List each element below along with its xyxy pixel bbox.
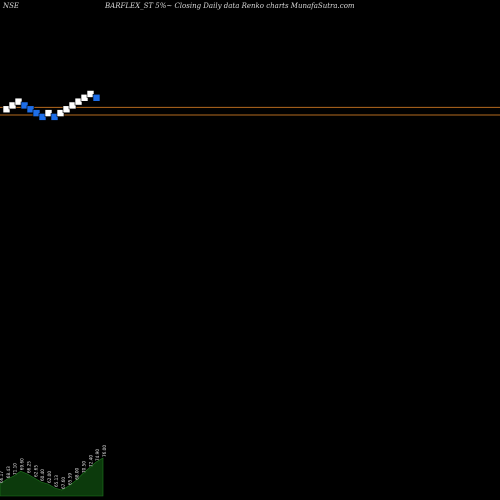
volume-label-3: 71.10 bbox=[13, 463, 18, 475]
exchange-label: NSE bbox=[3, 2, 20, 10]
renko-brick-6 bbox=[32, 109, 41, 117]
renko-brick-15 bbox=[86, 90, 95, 98]
volume-label-14: 72.40 bbox=[88, 455, 93, 467]
volume-label-6: 62.65 bbox=[33, 465, 38, 477]
renko-brick-3 bbox=[14, 97, 23, 106]
volume-label-10: 67.60 bbox=[61, 477, 66, 489]
volume-label-2: 68.43 bbox=[6, 466, 11, 478]
renko-brick-13 bbox=[74, 97, 83, 106]
volume-label-4: 69.60 bbox=[20, 458, 25, 470]
renko-brick-8 bbox=[44, 109, 53, 117]
volume-label-16: 76.00 bbox=[102, 445, 107, 457]
volume-label-13: 70.50 bbox=[81, 461, 86, 473]
renko-brick-2 bbox=[8, 101, 17, 110]
volume-label-7: 60.40 bbox=[40, 469, 45, 481]
volume-area bbox=[0, 457, 104, 497]
volume-label-12: 68.00 bbox=[75, 467, 80, 479]
renko-brick-7 bbox=[38, 113, 47, 121]
volume-label-11: 65.59 bbox=[68, 473, 73, 485]
volume-label-5: 66.25 bbox=[26, 461, 31, 473]
renko-brick-16 bbox=[92, 93, 101, 102]
volume-label-1: 66.17 bbox=[0, 471, 4, 483]
renko-brick-4 bbox=[20, 101, 29, 110]
renko-brick-14 bbox=[80, 93, 89, 102]
volume-label-15: 74.90 bbox=[95, 449, 100, 461]
renko-brick-10 bbox=[56, 109, 65, 117]
renko-brick-11 bbox=[62, 105, 71, 114]
renko-brick-12 bbox=[68, 101, 77, 110]
renko-brick-9 bbox=[50, 113, 59, 121]
renko-brick-5 bbox=[26, 105, 35, 114]
volume-label-9: 65.13 bbox=[54, 475, 59, 487]
renko-brick-1 bbox=[2, 105, 11, 114]
volume-label-8: 62.00 bbox=[47, 471, 52, 483]
chart-title: BARFLEX_ST 5%~ Closing Daily data Renko … bbox=[105, 2, 355, 10]
